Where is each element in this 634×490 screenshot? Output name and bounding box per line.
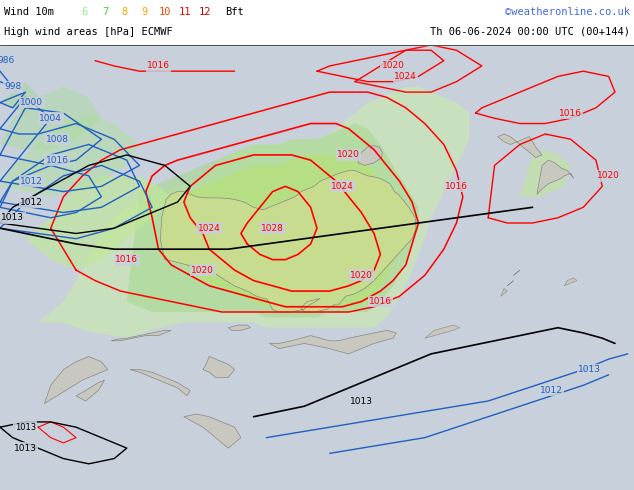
Text: 9: 9 (142, 7, 148, 17)
Polygon shape (160, 171, 416, 312)
Text: 1020: 1020 (337, 150, 360, 159)
Text: 1013: 1013 (15, 423, 36, 432)
Polygon shape (520, 150, 571, 197)
Text: 1013: 1013 (350, 396, 373, 406)
Text: 1028: 1028 (261, 224, 284, 233)
Polygon shape (498, 134, 542, 158)
Text: 1008: 1008 (46, 135, 68, 144)
Text: 1020: 1020 (191, 266, 214, 274)
Text: 1016: 1016 (46, 156, 68, 165)
Text: 7: 7 (102, 7, 108, 17)
Text: ©weatheronline.co.uk: ©weatheronline.co.uk (505, 7, 630, 17)
Polygon shape (38, 87, 469, 338)
Polygon shape (0, 0, 634, 45)
Polygon shape (425, 325, 460, 338)
Text: 8: 8 (122, 7, 128, 17)
Text: 1013: 1013 (1, 213, 24, 222)
Text: 1024: 1024 (394, 72, 417, 81)
Polygon shape (507, 281, 514, 286)
Text: 1020: 1020 (382, 61, 404, 71)
Polygon shape (76, 380, 105, 401)
Text: 1004: 1004 (39, 114, 62, 123)
Polygon shape (537, 160, 574, 194)
Text: 1000: 1000 (20, 98, 43, 107)
Text: High wind areas [hPa] ECMWF: High wind areas [hPa] ECMWF (4, 27, 172, 37)
Polygon shape (0, 82, 44, 113)
Polygon shape (127, 123, 418, 317)
Text: 6: 6 (82, 7, 88, 17)
Text: 1016: 1016 (115, 255, 138, 264)
Text: Bft: Bft (225, 7, 243, 17)
Polygon shape (564, 278, 577, 286)
Text: 1012: 1012 (540, 386, 563, 395)
Text: 11: 11 (179, 7, 191, 17)
Text: 1016: 1016 (147, 61, 170, 71)
Polygon shape (203, 357, 235, 377)
Polygon shape (130, 369, 190, 396)
Polygon shape (269, 330, 396, 354)
Text: 1020: 1020 (350, 271, 373, 280)
Text: Th 06-06-2024 00:00 UTC (00+144): Th 06-06-2024 00:00 UTC (00+144) (430, 27, 630, 37)
Text: 1016: 1016 (369, 297, 392, 306)
Polygon shape (228, 325, 250, 330)
Text: 1016: 1016 (559, 109, 582, 118)
Text: 12: 12 (198, 7, 211, 17)
Text: 998: 998 (4, 82, 22, 91)
Text: 1020: 1020 (597, 172, 620, 180)
Polygon shape (0, 113, 139, 197)
Polygon shape (0, 87, 101, 150)
Text: 986: 986 (0, 56, 15, 65)
Polygon shape (25, 176, 171, 270)
Text: 1024: 1024 (331, 182, 354, 191)
Text: 1013: 1013 (578, 365, 601, 374)
Polygon shape (111, 330, 171, 341)
Text: 1012: 1012 (20, 197, 43, 207)
Text: 10: 10 (158, 7, 171, 17)
Text: 1016: 1016 (445, 182, 468, 191)
Text: 1024: 1024 (198, 224, 221, 233)
Polygon shape (162, 155, 399, 307)
Text: 1013: 1013 (14, 443, 37, 453)
Text: Wind 10m: Wind 10m (4, 7, 54, 17)
Polygon shape (514, 270, 520, 275)
Text: 1012: 1012 (20, 176, 43, 186)
Polygon shape (358, 146, 382, 166)
Polygon shape (501, 289, 507, 296)
Polygon shape (44, 357, 108, 404)
Polygon shape (184, 414, 241, 448)
